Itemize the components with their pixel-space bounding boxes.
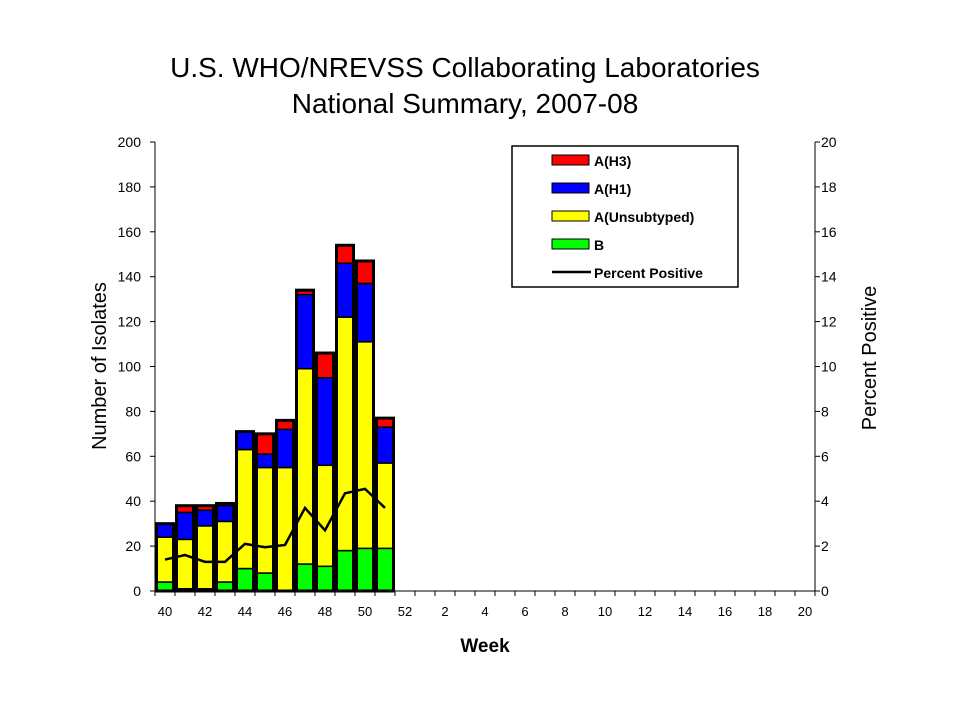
- legend-label: Percent Positive: [594, 265, 703, 281]
- bar-segment: [375, 426, 395, 464]
- y2-tick-label: 4: [821, 493, 829, 509]
- legend-label: A(H1): [594, 181, 631, 197]
- y2-tick-label: 20: [821, 134, 837, 150]
- x-tick-label: 6: [521, 604, 528, 619]
- x-tick-label: 18: [758, 604, 772, 619]
- bar-segment: [355, 341, 375, 550]
- x-tick-label: 40: [158, 604, 172, 619]
- y-tick-label: 0: [133, 583, 141, 599]
- bar-segment: [355, 547, 375, 592]
- x-tick-label: 4: [481, 604, 488, 619]
- bar-segment: [255, 453, 275, 469]
- y2-tick-label: 16: [821, 224, 837, 240]
- chart-title-line-1: U.S. WHO/NREVSS Collaborating Laboratori…: [170, 52, 760, 83]
- y2-tick-label: 6: [821, 448, 829, 464]
- x-tick-label: 42: [198, 604, 212, 619]
- percent-positive-line: [164, 487, 386, 564]
- bar-segment: [295, 563, 315, 592]
- y2-tick-label: 18: [821, 179, 837, 195]
- x-tick-label: 50: [358, 604, 372, 619]
- y-tick-label: 80: [125, 403, 141, 419]
- y-tick-label: 200: [118, 134, 142, 150]
- x-tick-label: 14: [678, 604, 692, 619]
- y-tick-label: 60: [125, 448, 141, 464]
- bar-segment: [175, 538, 195, 590]
- y-tick-label: 40: [125, 493, 141, 509]
- y-tick-label: 160: [118, 224, 142, 240]
- legend-swatch: [551, 210, 590, 222]
- legend-swatch: [551, 182, 590, 194]
- y2-tick-label: 2: [821, 538, 829, 554]
- bar-segment: [335, 316, 355, 552]
- x-tick-label: 2: [441, 604, 448, 619]
- bar-segment: [315, 352, 335, 379]
- bar-segment: [335, 262, 355, 318]
- chart-title-line-2: National Summary, 2007-08: [292, 88, 639, 119]
- x-axis-title: Week: [460, 636, 510, 657]
- bar-segment: [235, 430, 255, 451]
- y-tick-label: 100: [118, 359, 142, 375]
- legend-label: A(Unsubtyped): [594, 209, 694, 225]
- x-tick-label: 52: [398, 604, 412, 619]
- y2-tick-label: 14: [821, 269, 837, 285]
- x-tick-label: 46: [278, 604, 292, 619]
- x-tick-label: 8: [561, 604, 568, 619]
- y-tick-label: 20: [125, 538, 141, 554]
- bar-segment: [295, 367, 315, 565]
- x-tick-label: 10: [598, 604, 612, 619]
- bar-segment: [155, 522, 175, 538]
- bar-segment: [215, 504, 235, 523]
- bar-segment: [335, 549, 355, 592]
- x-tick-label: 48: [318, 604, 332, 619]
- bar-segment: [175, 511, 195, 541]
- bar-segment: [195, 509, 215, 527]
- x-tick-label: 12: [638, 604, 652, 619]
- legend-box: [511, 145, 739, 288]
- bar-segment: [255, 466, 275, 574]
- y2-axis-title: Percent Positive: [859, 286, 881, 431]
- y2-tick-label: 12: [821, 314, 837, 330]
- bar-segment: [315, 565, 335, 592]
- legend-swatch: [551, 238, 590, 250]
- bar-segment: [375, 547, 395, 592]
- bar-segment: [275, 466, 295, 592]
- plot-area: 0204060801001201401601802000246810121416…: [118, 134, 837, 619]
- bar-segment: [355, 260, 375, 285]
- legend-swatch: [551, 154, 590, 166]
- bar-segment: [355, 282, 375, 343]
- bar-segment: [195, 525, 215, 590]
- y-tick-label: 120: [118, 314, 142, 330]
- y-tick-label: 180: [118, 179, 142, 195]
- bar-segment: [315, 464, 335, 568]
- y-axis-title: Number of Isolates: [89, 282, 111, 450]
- bar-segment: [275, 428, 295, 469]
- bar-segment: [295, 293, 315, 370]
- y2-tick-label: 0: [821, 583, 829, 599]
- bar-segment: [215, 520, 235, 583]
- bar-segment: [255, 433, 275, 455]
- x-tick-label: 16: [718, 604, 732, 619]
- bar-segment: [255, 572, 275, 592]
- bar-segment: [375, 462, 395, 550]
- y2-tick-label: 8: [821, 403, 829, 419]
- bar-segment: [335, 244, 355, 264]
- y-tick-label: 140: [118, 269, 142, 285]
- y2-tick-label: 10: [821, 359, 837, 375]
- x-tick-label: 44: [238, 604, 252, 619]
- legend-label: B: [594, 237, 604, 253]
- bar-segment: [235, 567, 255, 592]
- legend: A(H3) A(H1) A(Unsubtyped) B Percent Positive: [511, 145, 739, 288]
- legend-label: A(H3): [594, 153, 631, 169]
- x-tick-label: 20: [798, 604, 812, 619]
- bar-segment: [315, 376, 335, 467]
